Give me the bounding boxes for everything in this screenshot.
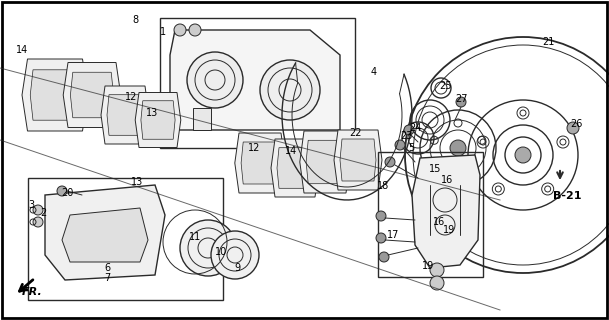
Text: 16: 16 xyxy=(433,217,445,227)
Text: 14: 14 xyxy=(16,45,28,55)
Text: 11: 11 xyxy=(189,232,201,242)
Polygon shape xyxy=(241,142,279,184)
Text: 2: 2 xyxy=(40,208,46,218)
Text: 19: 19 xyxy=(422,261,434,271)
Text: 9: 9 xyxy=(234,263,240,273)
Text: B-21: B-21 xyxy=(553,191,581,201)
Ellipse shape xyxy=(395,140,405,150)
Polygon shape xyxy=(340,139,376,181)
Text: FR.: FR. xyxy=(22,287,43,297)
Bar xyxy=(28,178,223,300)
Text: 15: 15 xyxy=(429,164,441,174)
Polygon shape xyxy=(334,130,382,190)
Text: 17: 17 xyxy=(387,230,399,240)
Ellipse shape xyxy=(57,186,67,196)
Bar xyxy=(378,152,483,277)
Polygon shape xyxy=(141,101,175,139)
Text: 26: 26 xyxy=(570,119,582,129)
Ellipse shape xyxy=(260,60,320,120)
Polygon shape xyxy=(135,92,181,148)
Text: 1: 1 xyxy=(160,27,166,37)
Text: 18: 18 xyxy=(377,181,389,191)
Text: 6: 6 xyxy=(104,263,110,273)
Text: 10: 10 xyxy=(215,247,227,257)
Ellipse shape xyxy=(450,140,466,156)
Polygon shape xyxy=(22,59,88,131)
Text: 13: 13 xyxy=(146,108,158,118)
Bar xyxy=(160,18,355,148)
Text: 7: 7 xyxy=(104,273,110,283)
Ellipse shape xyxy=(33,217,43,227)
Polygon shape xyxy=(101,86,149,144)
Text: 12: 12 xyxy=(125,92,137,102)
Text: 13: 13 xyxy=(131,177,143,187)
Ellipse shape xyxy=(187,52,243,108)
Polygon shape xyxy=(62,208,148,262)
Text: 24: 24 xyxy=(409,123,421,133)
Polygon shape xyxy=(300,131,350,193)
Ellipse shape xyxy=(430,276,444,290)
Text: 3: 3 xyxy=(28,200,34,210)
Text: 8: 8 xyxy=(132,15,138,25)
Text: 14: 14 xyxy=(285,146,297,156)
Text: 22: 22 xyxy=(349,128,361,138)
Text: 25: 25 xyxy=(440,81,452,91)
Ellipse shape xyxy=(180,220,236,276)
Polygon shape xyxy=(306,140,344,184)
Ellipse shape xyxy=(567,122,579,134)
Ellipse shape xyxy=(211,231,259,279)
Text: 5: 5 xyxy=(408,143,414,153)
Polygon shape xyxy=(63,62,121,127)
Text: 23: 23 xyxy=(400,131,412,141)
Polygon shape xyxy=(45,185,165,280)
Bar xyxy=(193,108,211,130)
Polygon shape xyxy=(235,133,285,193)
Polygon shape xyxy=(277,148,313,188)
Text: 16: 16 xyxy=(441,175,453,185)
Ellipse shape xyxy=(430,263,444,277)
Polygon shape xyxy=(71,72,114,118)
Polygon shape xyxy=(412,155,480,268)
Ellipse shape xyxy=(456,97,466,107)
Text: 27: 27 xyxy=(455,94,467,104)
Ellipse shape xyxy=(376,233,386,243)
Ellipse shape xyxy=(515,147,531,163)
Polygon shape xyxy=(271,139,319,197)
Ellipse shape xyxy=(33,205,43,215)
Ellipse shape xyxy=(376,211,386,221)
Ellipse shape xyxy=(174,24,186,36)
Polygon shape xyxy=(170,30,340,130)
Polygon shape xyxy=(30,70,80,120)
Ellipse shape xyxy=(385,157,395,167)
Text: 4: 4 xyxy=(371,67,377,77)
Ellipse shape xyxy=(404,125,414,135)
Polygon shape xyxy=(107,95,143,135)
Ellipse shape xyxy=(189,24,201,36)
Text: 21: 21 xyxy=(542,37,554,47)
Text: 19: 19 xyxy=(443,225,455,235)
Text: 20: 20 xyxy=(61,188,73,198)
Text: 12: 12 xyxy=(248,143,260,153)
Ellipse shape xyxy=(379,252,389,262)
